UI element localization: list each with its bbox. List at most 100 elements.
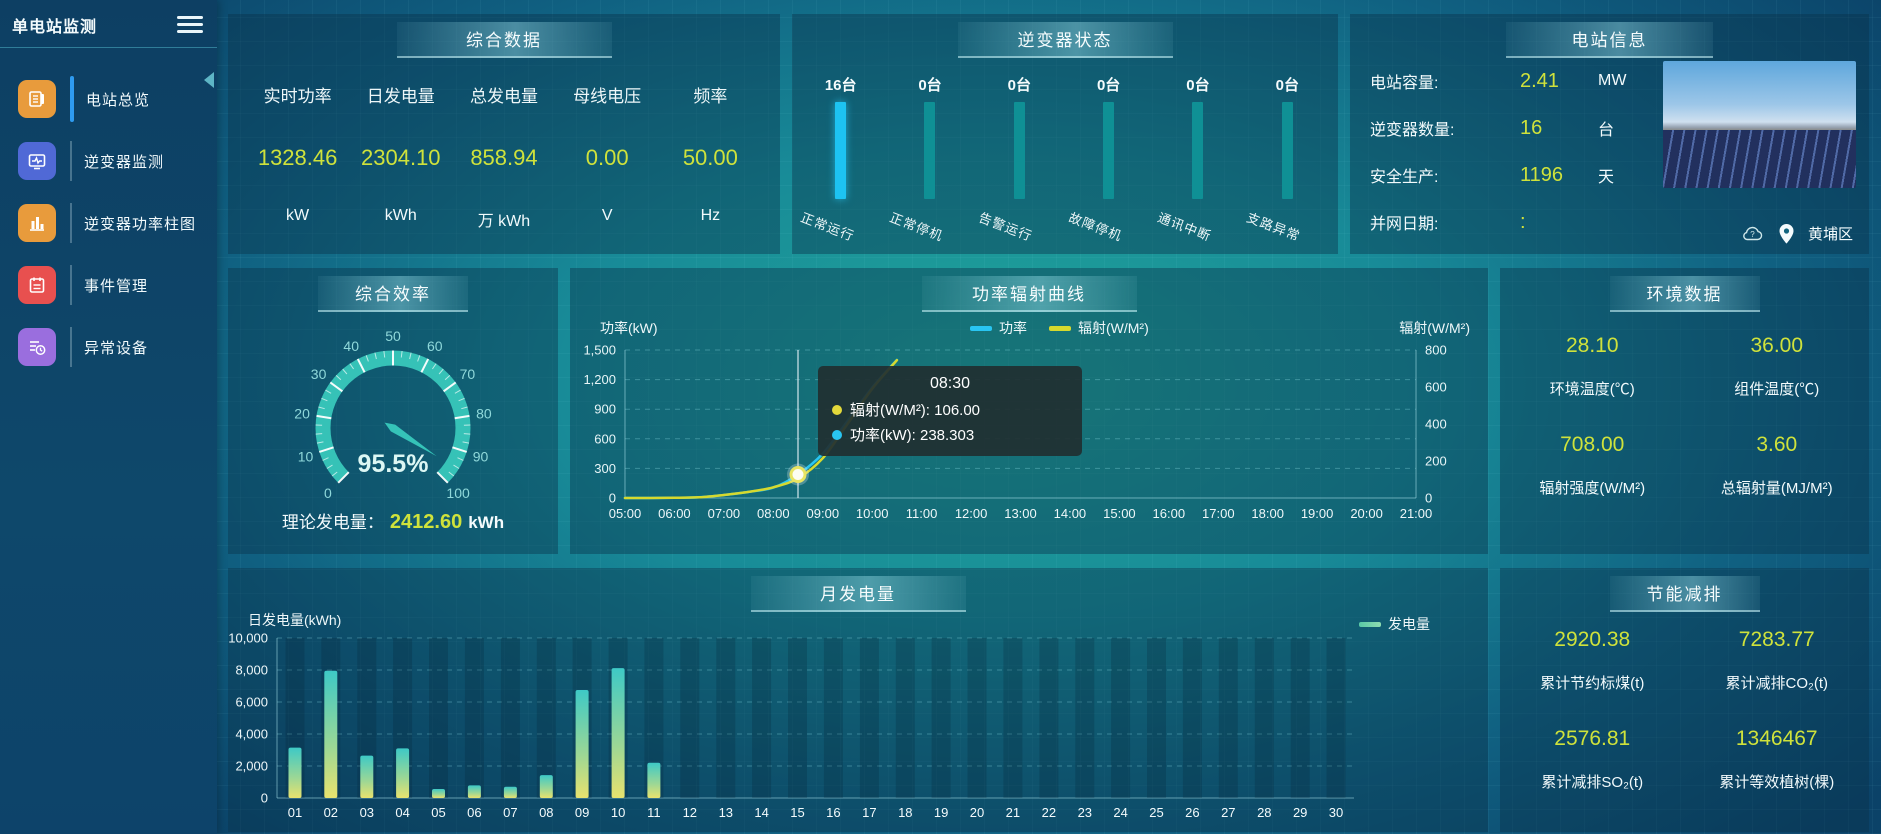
svg-text:95.5%: 95.5% xyxy=(358,450,429,478)
svg-text:15:00: 15:00 xyxy=(1103,506,1136,521)
panel-savings-title: 节能减排 xyxy=(1609,576,1760,612)
sidebar-item-divider xyxy=(70,141,72,181)
metric-value: 1328.46 xyxy=(257,145,338,170)
efficiency-gauge[interactable]: 0 10 20 30 40 50 60 70 80 90 100 95.5% xyxy=(228,314,558,515)
svg-text:13: 13 xyxy=(719,805,733,820)
svg-text:19:00: 19:00 xyxy=(1301,506,1334,521)
metric-value: 858.94 xyxy=(470,145,538,170)
sidebar-item-3[interactable]: 逆变器功率柱图 xyxy=(18,200,217,246)
sidebar-item-5[interactable]: 异常设备 xyxy=(18,324,217,370)
svg-text:05: 05 xyxy=(431,805,445,820)
legend-item-功率[interactable]: 功率 xyxy=(970,318,1027,338)
sidebar-item-2[interactable]: 逆变器监测 xyxy=(18,138,217,184)
savings-累计减排CO₂(t): 7283.77 累计减排CO₂(t) xyxy=(1685,628,1870,693)
panel-efficiency-title: 综合效率 xyxy=(318,276,468,312)
theoretical-generation-value: 2412.60 xyxy=(389,511,463,533)
svg-text:26: 26 xyxy=(1185,805,1199,820)
svg-text:29: 29 xyxy=(1293,805,1307,820)
svg-text:800: 800 xyxy=(1425,343,1447,358)
environment-环境温度(℃): 28.10 环境温度(℃) xyxy=(1500,334,1685,399)
event-manage-icon xyxy=(18,266,56,304)
bar-chart-y-axis-title: 日发电量(kWh) xyxy=(248,612,342,628)
svg-text:14: 14 xyxy=(754,805,768,820)
svg-text:600: 600 xyxy=(1425,380,1447,395)
svg-text:50: 50 xyxy=(385,328,401,344)
sidebar-header: 单电站监测 xyxy=(0,0,217,48)
svg-text:14:00: 14:00 xyxy=(1054,506,1087,521)
svg-text:40: 40 xyxy=(343,338,359,354)
status-bar xyxy=(1192,102,1204,199)
stat-value: 2576.81 xyxy=(1554,727,1631,750)
hamburger-menu-icon[interactable] xyxy=(177,12,203,37)
metric-label: 母线电压 xyxy=(573,87,642,106)
svg-text:10: 10 xyxy=(611,805,625,820)
station-info-label: 安全生产: xyxy=(1370,169,1439,186)
tooltip-row: 功率(kW): 238.303 xyxy=(832,424,1068,445)
legend-label: 功率 xyxy=(999,320,1027,336)
svg-text:30: 30 xyxy=(311,366,327,382)
legend-swatch xyxy=(1359,621,1381,627)
station-info-row: 安全生产: 1196 天 xyxy=(1370,160,1670,190)
status-label: 正常运行 xyxy=(798,209,857,244)
stat-label: 环境温度(℃) xyxy=(1549,381,1635,398)
svg-text:0: 0 xyxy=(261,791,268,806)
svg-text:900: 900 xyxy=(594,402,616,417)
sidebar-item-label: 异常设备 xyxy=(84,339,149,357)
svg-text:18: 18 xyxy=(898,805,912,820)
summary-metrics: 实时功率 1328.46 kW 日发电量 2304.10 kWh 总发电量 858.94 万 k… xyxy=(228,82,780,231)
station-info-label: 并网日期: xyxy=(1370,216,1439,233)
station-info-row: 并网日期:: xyxy=(1370,207,1670,237)
svg-text:80: 80 xyxy=(476,406,492,422)
svg-text:0: 0 xyxy=(1425,491,1432,506)
legend-item-辐射(W/M²)[interactable]: 辐射(W/M²) xyxy=(1049,318,1149,338)
savings-cells: 2920.38 累计节约标煤(t) 7283.77 累计减排CO₂(t) 2576.81… xyxy=(1500,628,1869,792)
theoretical-generation-unit: kWh xyxy=(468,513,505,532)
status-label: 告警运行 xyxy=(977,209,1035,244)
svg-text:20:00: 20:00 xyxy=(1350,506,1383,521)
svg-text:17: 17 xyxy=(862,805,876,820)
stat-label: 累计减排SO₂(t) xyxy=(1541,774,1644,791)
stat-value: 3.60 xyxy=(1756,433,1798,456)
panel-station-info-title: 电站信息 xyxy=(1505,22,1714,58)
station-info-unit: 台 xyxy=(1598,122,1615,139)
monthly-generation-chart[interactable]: 0 2,000 4,000 6,000 8,000 10,000 01 02 03 04 05 06 0… xyxy=(228,630,1488,833)
metric-unit: kW xyxy=(286,207,310,224)
svg-text:07: 07 xyxy=(503,805,517,820)
panel-power-curve: 功率辐射曲线 功率(kW) 辐射(W/M²) 功率 辐射(W/M²) 0 300 60… xyxy=(570,268,1488,554)
panel-environment: 环境数据 28.10 环境温度(℃) 36.00 组件温度(℃) 708.00 辐射强度(… xyxy=(1500,268,1869,554)
metric-value: 2304.10 xyxy=(361,145,441,170)
station-info-row: 逆变器数量: 16 台 xyxy=(1370,113,1670,143)
power-radiation-chart[interactable]: 0 300 600 900 1,200 1,500 0 200 400 600 800 05:00 06… xyxy=(570,336,1488,537)
legend-item-发电量[interactable]: 发电量 xyxy=(1359,614,1430,634)
svg-text:23: 23 xyxy=(1078,805,1092,820)
svg-text:06: 06 xyxy=(467,805,481,820)
station-location[interactable]: ? 黄埔区 xyxy=(1741,223,1853,244)
environment-cells: 28.10 环境温度(℃) 36.00 组件温度(℃) 708.00 辐射强度(W/M²)… xyxy=(1500,334,1869,498)
station-photo xyxy=(1663,61,1856,188)
svg-text:16:00: 16:00 xyxy=(1153,506,1186,521)
svg-text:25: 25 xyxy=(1149,805,1163,820)
stat-label: 累计等效植树(棵) xyxy=(1719,774,1835,791)
stat-value: 7283.77 xyxy=(1738,628,1815,651)
stat-label: 辐射强度(W/M²) xyxy=(1539,480,1646,497)
inverter-status-通讯中断: 0台 通讯中断 xyxy=(1153,74,1242,244)
stat-label: 累计节约标煤(t) xyxy=(1540,675,1645,692)
metric-label: 日发电量 xyxy=(366,87,435,106)
status-label: 通讯中断 xyxy=(1155,209,1214,244)
svg-text:18:00: 18:00 xyxy=(1251,506,1284,521)
sidebar-item-1[interactable]: 电站总览 xyxy=(18,76,217,122)
legend-swatch xyxy=(1049,325,1071,331)
station-info-unit: MW xyxy=(1598,72,1627,89)
metric-label: 实时功率 xyxy=(263,87,332,106)
svg-text:?: ? xyxy=(1750,230,1755,239)
svg-text:1,200: 1,200 xyxy=(583,372,616,387)
svg-text:06:00: 06:00 xyxy=(658,506,691,521)
sidebar-item-4[interactable]: 事件管理 xyxy=(18,262,217,308)
sidebar-collapse-arrow-icon[interactable] xyxy=(204,72,214,88)
tooltip-series-dot xyxy=(832,429,842,440)
panel-monthly: 月发电量 日发电量(kWh) 发电量 0 2,000 4,000 6,000 8,000… xyxy=(228,568,1488,832)
station-info-value: 2.41 xyxy=(1520,69,1559,92)
tooltip-series-dot xyxy=(832,404,842,415)
status-bar xyxy=(1103,102,1115,199)
theoretical-generation: 理论发电量： 2412.60 kWh xyxy=(228,508,558,534)
